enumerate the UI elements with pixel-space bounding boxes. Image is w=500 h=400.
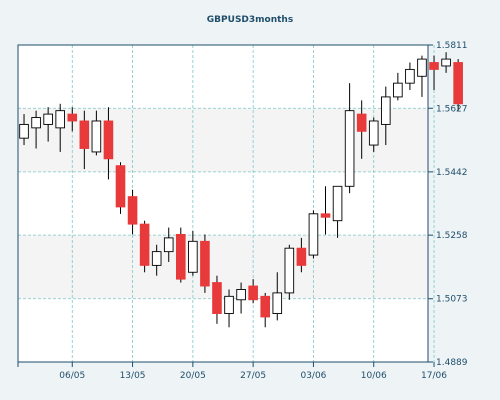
grid-band xyxy=(18,108,428,172)
x-tick-label: 17/06 xyxy=(421,371,447,381)
x-tick-label: 10/06 xyxy=(361,371,387,381)
candle-body-down xyxy=(139,223,150,266)
candle-body-up xyxy=(284,247,295,294)
candle-body-up xyxy=(224,295,234,314)
candle-body-up xyxy=(236,289,246,301)
candle-body-up xyxy=(43,113,53,125)
candle-body-down xyxy=(212,282,222,314)
candle-body-down xyxy=(429,62,439,70)
y-tick-label: 1.5258 xyxy=(436,231,468,241)
plot-background xyxy=(18,45,428,362)
x-tick-label: 27/05 xyxy=(240,371,266,381)
candle-body-down xyxy=(260,295,270,318)
candle-body-down xyxy=(200,240,210,287)
candle-body-down xyxy=(356,113,367,132)
y-tick-label: 1.5627 xyxy=(436,104,468,114)
y-tick-label: 1.5811 xyxy=(436,41,468,51)
candle-body-down xyxy=(127,196,138,225)
candle-body-down xyxy=(296,247,307,266)
candle-body-up xyxy=(55,110,65,129)
candle-body-up xyxy=(91,120,102,153)
candle-body-up xyxy=(19,123,29,139)
x-tick-label: 20/05 xyxy=(180,371,206,381)
candle-body-down xyxy=(67,113,78,122)
y-tick-label: 1.5073 xyxy=(436,295,468,305)
plot-area: 1.4889 1.5073 1.5258 1.5442 1.5627 1.5811 06/0… xyxy=(17,41,468,381)
chart-title: GBPUSD3months xyxy=(207,15,293,25)
candle-body-up xyxy=(188,240,198,273)
candle-body-up xyxy=(272,292,283,314)
candle-body-up xyxy=(381,96,391,125)
candle-body-up xyxy=(405,68,415,84)
candle-body-down xyxy=(453,62,463,105)
y-tick-label: 1.4889 xyxy=(436,358,468,368)
x-tick-label: 03/06 xyxy=(300,371,326,381)
candle-body-down xyxy=(103,120,114,160)
candle-body-up xyxy=(368,120,379,146)
grid-band xyxy=(18,235,428,299)
candle-body-down xyxy=(176,233,186,280)
candle-body-up xyxy=(344,110,355,187)
candle-body-up xyxy=(441,58,451,67)
candle-body-down xyxy=(320,213,331,218)
candle-body-down xyxy=(115,165,126,208)
candle-body-up xyxy=(332,185,343,222)
x-tick-label: 06/05 xyxy=(59,371,85,381)
candle-body-up xyxy=(151,251,162,266)
candle-body-up xyxy=(163,237,174,253)
candle-body-down xyxy=(79,120,90,149)
candle-body-up xyxy=(417,58,427,77)
y-tick-label: 1.5442 xyxy=(436,168,468,178)
x-tick-label: 13/05 xyxy=(120,371,146,381)
candle-body-down xyxy=(248,285,258,301)
candle-body-up xyxy=(393,82,403,98)
candle-body-up xyxy=(31,117,41,129)
candle-body-up xyxy=(308,213,319,256)
plot-frame xyxy=(17,44,429,363)
